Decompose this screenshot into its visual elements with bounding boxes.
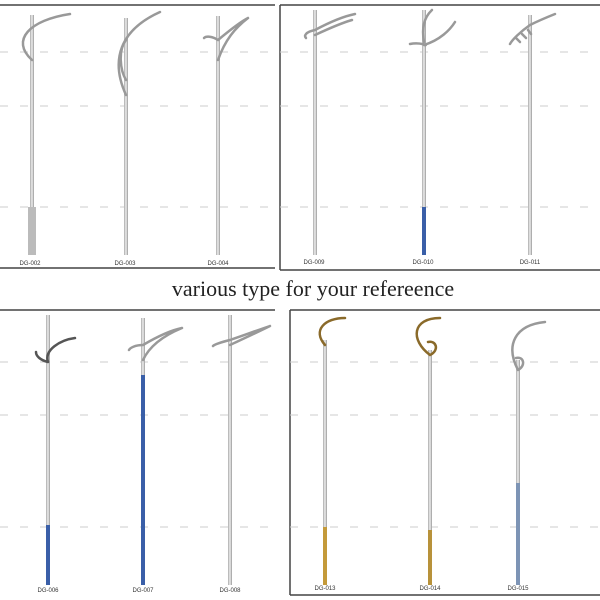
pole-label: DG-010 [412, 260, 434, 266]
pole-label: DG-004 [207, 261, 229, 267]
caption: various type for your refereence [172, 276, 454, 301]
pole-label: DG-013 [314, 586, 336, 592]
pole-label: DG-008 [219, 588, 241, 594]
pole-label: DG-015 [507, 586, 529, 592]
pole-label: DG-007 [132, 588, 154, 594]
pole-label: DG-003 [114, 261, 136, 267]
pole-label: DG-014 [419, 586, 441, 592]
pole-images [21, 8, 557, 585]
pole-labels: DG-002 DG-003 DG-004 DG-009 DG-010 DG-01… [19, 260, 540, 594]
panel-frames [0, 4, 600, 596]
pole-label: DG-006 [37, 588, 59, 594]
pole-label: DG-011 [520, 260, 541, 266]
pole-label: DG-002 [19, 261, 41, 267]
pole-label: DG-009 [303, 260, 325, 266]
